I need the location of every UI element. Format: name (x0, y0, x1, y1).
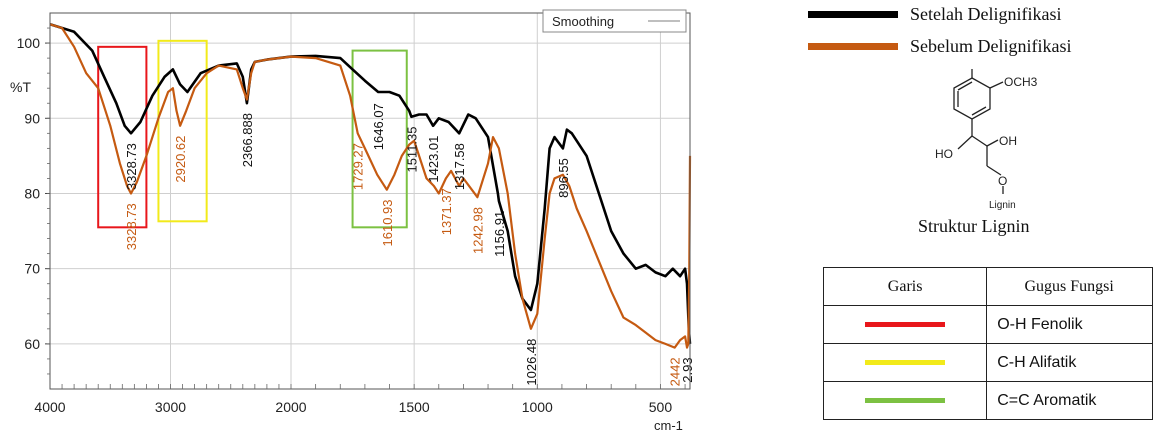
peak-label: 1729.27 (351, 143, 366, 190)
x-tick-label: 3000 (155, 399, 186, 415)
legend-item-setelah: Setelah Delignifikasi (808, 2, 1061, 26)
peak-label: 1371.37 (439, 188, 454, 235)
table-header-garis: Garis (822, 267, 988, 306)
peak-label-group: 1729.27 (351, 143, 366, 190)
x-tick-label: 1000 (522, 399, 553, 415)
highlight-boxes (97, 39, 408, 229)
peak-label: 2920.62 (173, 136, 188, 183)
y-tick-label: 90 (24, 110, 40, 126)
chart-series (49, 23, 692, 349)
peak-label: 1646.07 (371, 103, 386, 150)
legend-item-sebelum: Sebelum Delignifikasi (808, 34, 1071, 58)
series-line-setelah (49, 23, 692, 345)
peak-label: 3328.73 (124, 203, 139, 250)
peak-label: 2442 (668, 357, 683, 386)
peak-label-group: 1026.48 (524, 339, 539, 386)
x-tick-label: 500 (649, 399, 673, 415)
peak-label-group: 1371.37 (439, 188, 454, 235)
table-row: C-H Alifatik (822, 343, 1153, 382)
table-header-gugus-fungsi: Gugus Fungsi (986, 267, 1153, 306)
peak-label: 1156.91 (492, 211, 507, 257)
structure-label-lignin: Lignin (989, 200, 1016, 211)
peak-labels: 3328.73 2366.888 1646.07 1511.35 1423.01 1317… (124, 103, 695, 386)
peak-label: 2366.888 (240, 113, 255, 167)
structure-caption: Struktur Lignin (918, 216, 1030, 236)
plot-frame (49, 12, 691, 390)
x-tick-label: 2000 (275, 399, 306, 415)
y-tick-label: 70 (24, 261, 40, 277)
line-sample-red (865, 321, 946, 327)
peak-label-group: 1156.91 (492, 211, 507, 257)
peak-label-group: 1423.01 (426, 136, 441, 183)
x-tick-label: 4000 (34, 399, 65, 415)
structure-label-o: O (998, 174, 1007, 188)
peak-label-group: 1317.58 (452, 143, 467, 190)
inset-legend: Smoothing (542, 9, 687, 33)
peak-label-group: 2442 (668, 357, 683, 386)
peak-label-group: 1610.93 (380, 200, 395, 247)
table-header-row: Garis Gugus Fungsi (822, 267, 1153, 306)
peak-label: 1317.58 (452, 143, 467, 190)
line-sample-yellow (865, 359, 946, 365)
highlight-box-ch (157, 39, 208, 223)
x-axis-label: cm-1 (654, 418, 683, 433)
peak-label-group: 3328.73 (124, 143, 139, 190)
peak-label: 896.55 (556, 158, 571, 198)
structure-label-ho: HO (935, 147, 953, 161)
y-axis-label: %T (10, 79, 31, 95)
line-sample-green (865, 397, 946, 403)
peak-label: 1511.35 (404, 127, 419, 173)
peak-label: 2.93 (680, 357, 695, 382)
peak-label-group: 1646.07 (371, 103, 386, 150)
peak-label: 1423.01 (426, 136, 441, 183)
y-tick-label: 80 (24, 185, 40, 201)
table-row: O-H Fenolik (822, 305, 1153, 344)
legend-swatch-sebelum (808, 42, 898, 50)
y-tick-label: 60 (24, 336, 40, 352)
legend-label-sebelum: Sebelum Delignifikasi (910, 35, 1072, 56)
peak-label-group: 1511.35 (404, 127, 419, 173)
inset-legend-box (542, 9, 687, 33)
ftir-chart: 3328.73 2366.888 1646.07 1511.35 1423.01 1317… (10, 9, 695, 433)
table-cell-group: C-H Alifatik (986, 343, 1153, 382)
y-tick-label: 100 (17, 35, 41, 51)
peak-label: 1610.93 (380, 200, 395, 247)
peak-label-group: 3328.73 (124, 203, 139, 250)
table-cell-line (822, 305, 988, 344)
peak-label: 3328.73 (124, 143, 139, 190)
x-tick-label: 1500 (399, 399, 430, 415)
highlight-box-cc (351, 49, 408, 229)
peak-label-group: 1242.98 (470, 207, 485, 254)
peak-label-group: 2366.888 (240, 113, 255, 167)
highlight-box-oh (97, 45, 148, 229)
functional-group-table: Garis Gugus Fungsi O-H Fenolik C-H Alifa… (822, 267, 1153, 420)
table-row: C=C Aromatik (822, 381, 1153, 420)
peak-label-group: 896.55 (556, 158, 571, 198)
peak-label: 1026.48 (524, 339, 539, 386)
peak-label-group: 2.93 (680, 357, 695, 382)
peak-label-group: 2920.62 (173, 136, 188, 183)
table-cell-group: C=C Aromatik (986, 381, 1153, 420)
structure-label-methoxy: OCH3 (1004, 75, 1038, 89)
table-cell-line (822, 381, 988, 420)
legend-swatch-setelah (808, 10, 898, 18)
x-axis-ticks: 4000 3000 2000 1500 1000 500 (34, 384, 686, 415)
structure-label-oh: OH (999, 134, 1017, 148)
peak-label: 1242.98 (470, 207, 485, 254)
table-cell-group: O-H Fenolik (986, 305, 1153, 344)
series-line-sebelum (49, 23, 692, 349)
inset-legend-label: Smoothing (552, 14, 614, 29)
lignin-structure: OCH3 HO OH O Lignin (935, 69, 1038, 211)
y-axis-ticks: 100 90 80 70 60 (17, 27, 50, 375)
legend-label-setelah: Setelah Delignifikasi (910, 3, 1062, 24)
table-cell-line (822, 343, 988, 382)
